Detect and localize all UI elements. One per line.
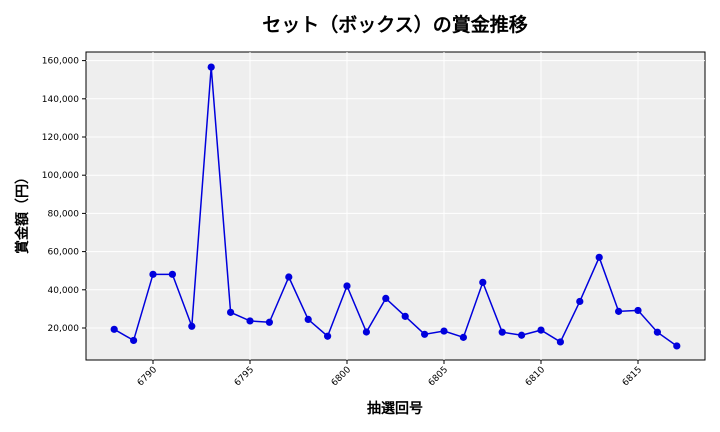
data-point <box>576 297 584 306</box>
data-point <box>324 332 332 340</box>
data-point <box>518 331 526 339</box>
data-point <box>246 317 254 325</box>
x-tick-label: 6790 <box>136 365 159 388</box>
y-tick-label: 40,000 <box>48 286 80 296</box>
data-line <box>113 67 678 347</box>
data-point <box>304 315 312 324</box>
x-tick-label: 6810 <box>524 365 547 388</box>
data-point <box>615 307 623 315</box>
y-tick-label: 120,000 <box>42 133 79 143</box>
x-axis-label: 抽選回号 <box>367 400 423 417</box>
data-point <box>421 330 429 338</box>
data-point <box>653 328 662 336</box>
x-tick-label: 6805 <box>427 365 450 388</box>
x-tick-label: 6815 <box>621 365 644 388</box>
x-tick-label: 6795 <box>233 365 256 388</box>
y-axis-label: 賞金額（円） <box>14 170 31 254</box>
data-point <box>343 282 351 290</box>
data-point <box>149 270 157 278</box>
y-tick-label: 60,000 <box>48 248 80 258</box>
data-point <box>634 306 642 315</box>
data-point <box>188 322 196 330</box>
data-point <box>401 312 409 320</box>
data-point <box>265 318 273 326</box>
data-point <box>285 273 293 281</box>
y-tick-label: 160,000 <box>42 57 79 67</box>
data-point <box>362 328 370 336</box>
data-point <box>207 63 215 71</box>
data-points <box>110 63 681 350</box>
chart-title: セット（ボックス）の賞金推移 <box>262 13 527 36</box>
y-tick-label: 100,000 <box>42 171 79 181</box>
data-point <box>479 278 487 286</box>
plot-area <box>85 51 706 361</box>
data-point <box>459 333 467 341</box>
data-point <box>595 253 603 261</box>
data-point <box>556 338 565 346</box>
data-point <box>673 342 681 350</box>
data-point <box>110 325 118 333</box>
x-tick-label: 6800 <box>330 365 353 388</box>
y-tick-label: 80,000 <box>48 209 80 219</box>
data-point <box>440 327 448 335</box>
data-point <box>537 326 545 334</box>
y-axis-ticks: 20,000 40,000 60,000 80,000 100,000 120,000 14… <box>42 57 86 334</box>
data-point <box>168 270 176 278</box>
data-point <box>498 328 506 336</box>
x-axis-ticks: 6790 6795 6800 6805 6810 6815 <box>136 360 644 388</box>
y-tick-label: 140,000 <box>42 95 79 105</box>
y-tick-label: 20,000 <box>48 324 80 334</box>
data-point <box>382 294 390 302</box>
data-point <box>130 336 138 345</box>
data-point <box>227 308 235 316</box>
